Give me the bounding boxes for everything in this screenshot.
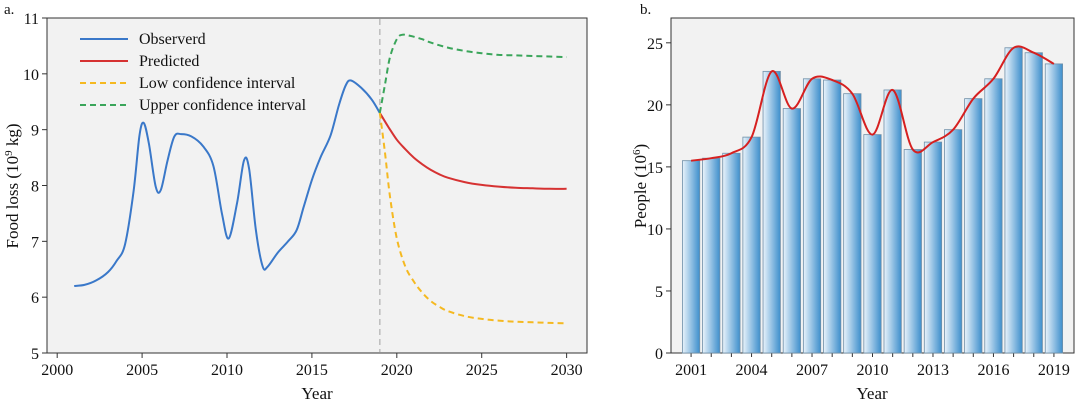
chart-b-bar	[762, 70, 781, 354]
chart-b-bar	[782, 108, 801, 354]
chart-a-y-tick-label: 5	[31, 346, 39, 363]
chart-a-y-tick-label: 6	[31, 290, 39, 307]
chart-b-bar	[1024, 52, 1043, 354]
chart-b-y-tick-label: 25	[647, 36, 663, 53]
chart-a-panel-label: a.	[4, 2, 14, 18]
chart-b-y-axis-label: People (106)	[631, 144, 650, 228]
chart-a-legend-label: Upper confidence interval	[139, 97, 307, 114]
chart-b-bar	[722, 152, 741, 354]
chart-a-legend: Observerd Predicted Low confidence interva…	[80, 31, 307, 114]
chart-a-series-line	[378, 112, 567, 325]
chart-a-series-line	[74, 79, 381, 287]
chart-b-bar	[823, 79, 842, 354]
chart-a-plot-area	[46, 17, 588, 354]
chart-a-x-tick-label: 2010	[211, 362, 243, 379]
chart-b-bar	[944, 129, 963, 354]
chart-a-y-axis-label: Food loss (109 kg)	[3, 124, 22, 249]
chart-b-x-tick-label: 2001	[675, 362, 707, 379]
chart-b-bar	[923, 141, 943, 354]
chart-b-bar	[682, 160, 701, 354]
chart-a-axes: 2000 2005 2010 2015 2020 2025 2030 5 6 7 8 9 10 11	[23, 11, 583, 379]
chart-a-y-tick-label: 9	[31, 123, 39, 140]
chart-b-bar	[843, 93, 862, 354]
chart-a-y-tick-label: 11	[24, 11, 39, 28]
chart-b-bar	[702, 157, 721, 354]
chart-b-y-tick-label: 20	[647, 98, 663, 115]
chart-b-y-tick-label: 10	[647, 222, 663, 239]
chart-a-y-tick-label: 8	[31, 179, 39, 196]
chart-a-legend-label: Low confidence interval	[139, 75, 296, 92]
chart-b-axes: 0 5 10 15 20 25 2001 2004 2007 2010 2013 2016 2019	[647, 36, 1070, 379]
chart-b-x-tick-label: 2019	[1038, 362, 1070, 379]
chart-b-x-tick-label: 2013	[917, 362, 949, 379]
chart-a-series	[74, 33, 567, 325]
chart-a-legend-label: Predicted	[139, 53, 199, 70]
chart-a-y-tick-label: 10	[23, 67, 39, 84]
chart-b-bar	[964, 98, 983, 354]
chart-a-x-axis-label: Year	[301, 384, 333, 403]
chart-a-x-tick-label: 2000	[41, 362, 73, 379]
chart-a-series-line	[378, 112, 567, 190]
chart-b-x-tick-label: 2007	[796, 362, 828, 379]
chart-b: b. 0 5 10 15 20 25 2001 2004 2007 2010 2013 2016 201…	[631, 2, 1075, 403]
chart-a: a. 2000 2005 2010 2015 2020 2025 2030 5 6 7 8 9 10 11…	[3, 2, 588, 403]
chart-b-bar	[903, 149, 922, 354]
chart-b-bars	[682, 47, 1063, 354]
chart-b-trend-line	[690, 45, 1055, 162]
chart-b-y-tick-label: 0	[655, 346, 663, 363]
chart-a-x-tick-label: 2020	[381, 362, 413, 379]
chart-b-x-axis-label: Year	[856, 384, 888, 403]
chart-b-bar	[883, 89, 902, 354]
chart-b-y-tick-label: 5	[655, 284, 663, 301]
chart-a-x-tick-label: 2030	[551, 362, 583, 379]
chart-b-bar	[984, 78, 1003, 354]
chart-a-legend-label: Observerd	[139, 31, 206, 48]
chart-a-x-tick-label: 2005	[126, 362, 158, 379]
chart-b-bar	[802, 78, 822, 354]
chart-b-bar	[1004, 47, 1023, 354]
chart-b-bar	[1044, 63, 1063, 354]
chart-b-x-tick-label: 2004	[736, 362, 768, 379]
chart-a-x-tick-label: 2015	[296, 362, 328, 379]
chart-a-series-line	[378, 33, 567, 114]
chart-b-y-tick-label: 15	[647, 160, 663, 177]
chart-b-panel-label: b.	[640, 2, 651, 18]
chart-b-bar	[863, 134, 882, 354]
chart-a-x-tick-label: 2025	[466, 362, 498, 379]
chart-b-bar	[742, 136, 761, 354]
chart-b-x-tick-label: 2016	[977, 362, 1009, 379]
chart-b-x-tick-label: 2010	[857, 362, 889, 379]
chart-a-y-tick-label: 7	[31, 234, 39, 251]
